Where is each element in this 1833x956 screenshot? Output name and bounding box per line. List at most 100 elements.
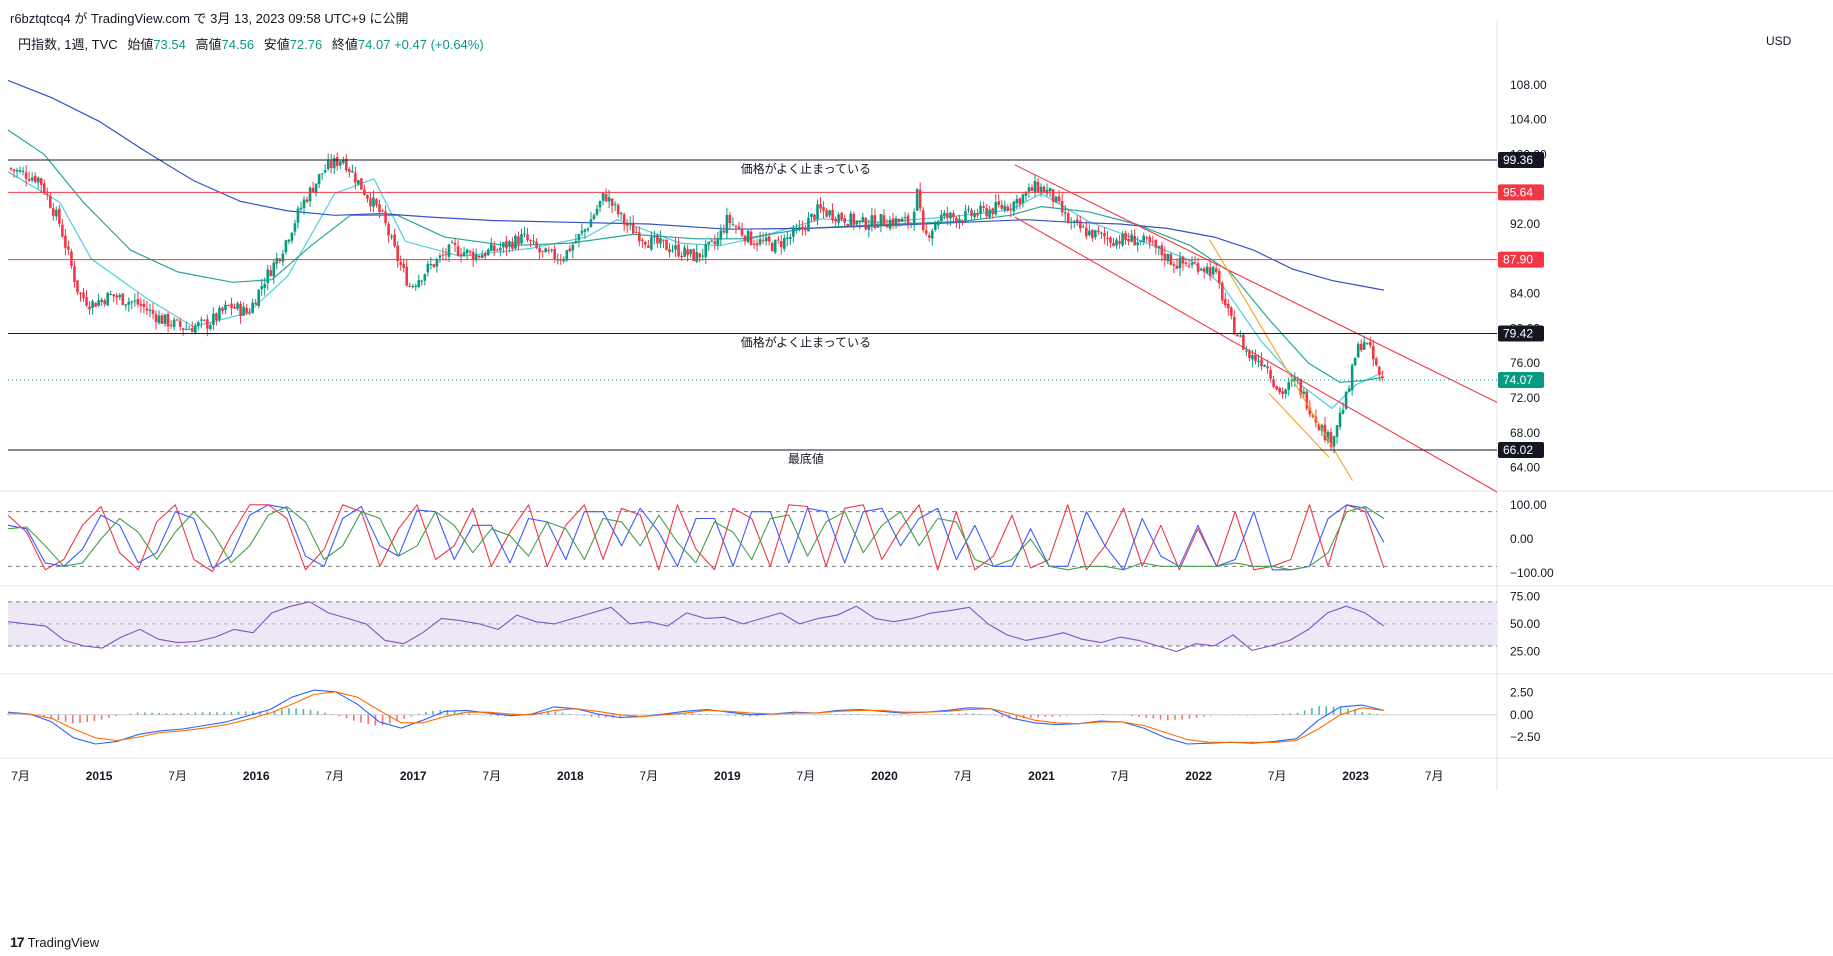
candle-body <box>571 244 575 251</box>
histogram-bar <box>403 714 406 720</box>
candle-body <box>296 208 300 223</box>
last-price-badge <box>1498 371 1544 388</box>
candle-body <box>154 314 158 323</box>
annotation-text: 価格がよく止まっている <box>741 334 871 349</box>
candle-body <box>184 328 188 330</box>
candle-body <box>429 264 433 266</box>
candle-body <box>1112 242 1115 247</box>
oscillator-line <box>7 601 1385 653</box>
candle-body <box>1000 204 1004 209</box>
time-tick-label: 7月 <box>482 769 501 783</box>
candle-body <box>447 244 451 257</box>
candle-body <box>181 328 185 330</box>
candle-body <box>263 283 267 288</box>
candle-body <box>287 239 291 242</box>
candle-body <box>885 226 889 228</box>
candle-body <box>444 253 448 256</box>
histogram-bar <box>561 712 564 715</box>
candle-body <box>127 301 131 305</box>
candle-body <box>52 208 55 216</box>
candle-body <box>206 319 209 329</box>
time-tick-label: 2015 <box>86 769 113 783</box>
candle-body <box>133 300 137 302</box>
histogram-bar <box>309 710 312 715</box>
histogram-bar <box>857 713 859 715</box>
candle-body <box>215 313 218 321</box>
candle-body <box>157 315 161 324</box>
candle-body <box>1311 414 1315 417</box>
candle-body <box>1187 265 1191 267</box>
footer-brand: TradingView <box>27 934 100 950</box>
macd-pane[interactable]: 2.50 0.00 −2.50 <box>0 686 1833 759</box>
candle-body <box>1236 334 1239 337</box>
histogram-bar <box>1303 710 1306 715</box>
histogram-bar <box>165 713 168 715</box>
time-axis[interactable]: 7月 2015 7月 2016 7月 2017 7月 2018 7月 2019 7月 2020 7月 20… <box>11 769 1443 783</box>
histogram-bar <box>432 710 434 715</box>
candle-body <box>568 248 572 252</box>
histogram-bar <box>979 714 982 715</box>
candle-body <box>230 303 233 309</box>
candle-body <box>514 235 517 249</box>
histogram-bar <box>1152 714 1155 719</box>
candle-body <box>1115 239 1118 246</box>
candle-body <box>707 241 711 245</box>
candle-body <box>674 245 677 250</box>
candle-body <box>169 324 173 326</box>
candle-body <box>864 218 868 230</box>
close-value: 74.07 <box>357 37 391 52</box>
candle-body <box>909 223 913 225</box>
candle-body <box>795 229 798 231</box>
stochastic-pane[interactable]: 100.00 0.00 −100.00 <box>0 498 1833 587</box>
candle-body <box>1239 335 1242 337</box>
histogram-bar <box>252 711 254 715</box>
candle-body <box>903 217 907 219</box>
candle-body <box>1033 180 1037 193</box>
chart-canvas[interactable]: USD 108.00104.00100.0096.0092.0088.0084.… <box>0 0 1833 930</box>
symbol-label[interactable]: 円指数, 1週, TVC <box>18 37 118 52</box>
candle-body <box>1091 229 1094 239</box>
candle-body <box>1347 388 1351 392</box>
candle-body <box>64 235 67 248</box>
candle-body <box>1245 350 1248 352</box>
candle-body <box>248 312 251 314</box>
candle-body <box>329 161 333 168</box>
candle-body <box>1024 192 1028 196</box>
histogram-bar <box>1094 714 1097 715</box>
histogram-bar <box>172 713 175 715</box>
histogram-bar <box>288 708 290 715</box>
candle-body <box>779 241 783 248</box>
histogram-bar <box>1339 706 1342 715</box>
histogram-bar <box>64 714 67 722</box>
chart-legend: 円指数, 1週, TVC 始値73.54 高値74.56 安値72.76 終値7… <box>18 34 484 53</box>
candle-body <box>1302 391 1306 395</box>
candle-body <box>1208 267 1212 276</box>
candle-body <box>1199 269 1203 271</box>
rsi-pane[interactable]: 75.00 50.00 25.00 <box>0 589 1833 675</box>
histogram-bar <box>1210 714 1212 716</box>
time-tick-label: 2023 <box>1342 769 1369 783</box>
candle-body <box>677 244 680 257</box>
candle-body <box>260 286 264 290</box>
candle-body <box>1097 230 1100 233</box>
candle-body <box>408 285 412 287</box>
candle-body <box>716 238 720 245</box>
candle-body <box>305 199 309 202</box>
histogram-bar <box>115 714 117 717</box>
candle-body <box>233 306 236 309</box>
price-pane[interactable]: 108.00104.00100.0096.0092.0088.0084.0080… <box>0 20 1833 790</box>
histogram-bar <box>972 713 975 715</box>
candle-body <box>855 221 859 225</box>
candle-body <box>1078 220 1082 229</box>
candle-body <box>1293 377 1297 381</box>
candle-body <box>1075 219 1079 222</box>
candle-body <box>1269 369 1272 379</box>
candle-body <box>12 169 16 172</box>
candle-body <box>1157 246 1161 249</box>
candle-body <box>145 308 149 311</box>
histogram-bar <box>100 714 103 720</box>
candle-body <box>532 240 535 242</box>
candle-body <box>58 208 61 224</box>
histogram-bar <box>1253 714 1256 716</box>
candle-body <box>1094 230 1097 238</box>
